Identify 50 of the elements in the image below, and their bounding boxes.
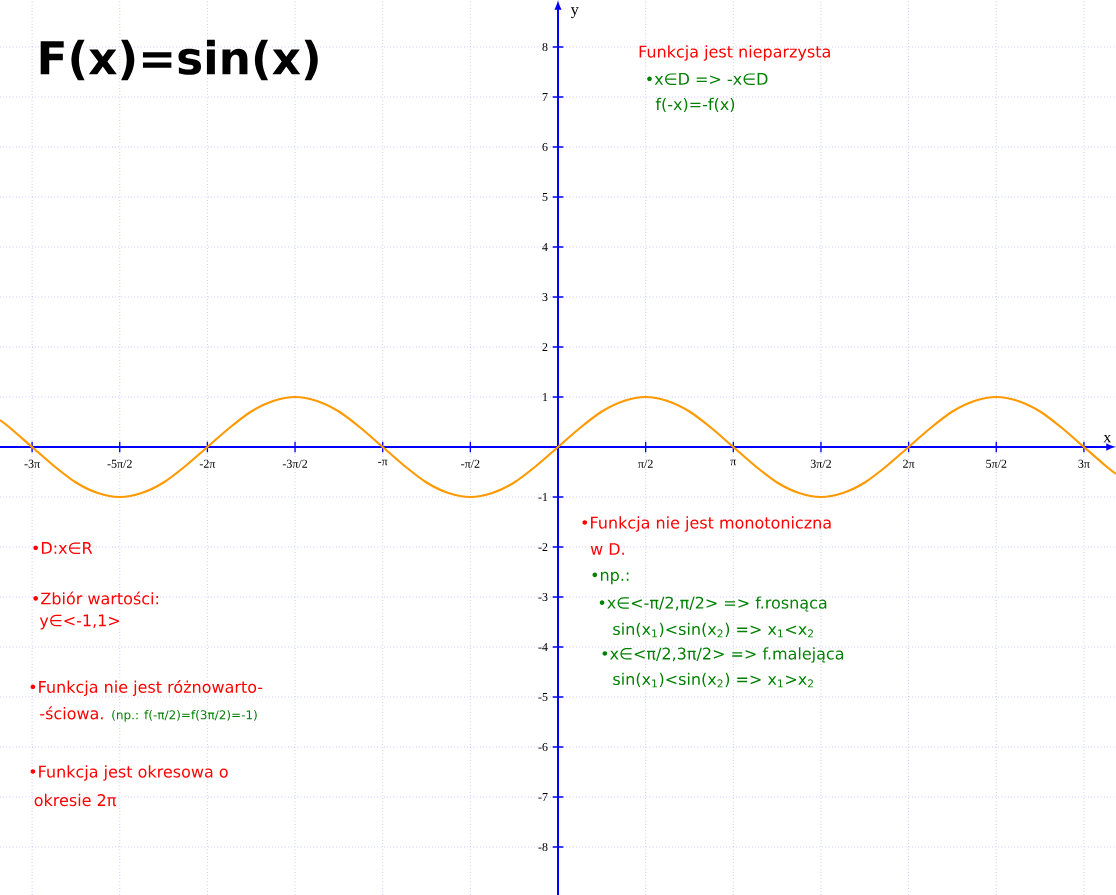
y-tick-label: -1 — [538, 493, 548, 501]
annotation: w D. — [590, 543, 624, 555]
annotation: •x∈<-π/2,π/2> => f.rosnąca — [599, 596, 827, 612]
y-tick-label: -7 — [538, 793, 548, 801]
annotation: •D:x∈R — [33, 542, 93, 554]
annotation: •Funkcja nie jest monotoniczna — [582, 516, 831, 532]
x-axis-title: x — [1103, 434, 1112, 443]
y-tick-label: 5 — [542, 193, 548, 201]
annotation: •Funkcja nie jest różnowarto- — [30, 679, 263, 697]
y-tick-label: 7 — [542, 93, 548, 101]
x-tick-label: -π — [378, 459, 388, 466]
y-tick-label: -8 — [538, 842, 548, 852]
y-tick-label: -5 — [538, 693, 548, 701]
annotation: sin(x$_{1}$)<sin(x$_{2}$) => x$_{1}$>x$_{2}$ — [613, 672, 813, 688]
y-tick-label: -2 — [538, 543, 548, 551]
y-tick-label: -3 — [538, 592, 548, 602]
annotation: Funkcja jest nieparzysta — [639, 45, 830, 61]
annotation: •Zbiór wartości: — [33, 591, 159, 605]
y-tick-label: 8 — [542, 42, 548, 52]
y-axis-title: y — [570, 7, 579, 19]
x-tick-label: -5π/2 — [107, 459, 132, 468]
x-tick-label: π — [730, 459, 737, 466]
y-tick-label: 4 — [542, 243, 548, 251]
x-tick-label: 5π/2 — [986, 459, 1007, 468]
annotation: •x∈<π/2,3π/2> => f.malejąca — [602, 647, 844, 663]
y-tick-label: 1 — [543, 393, 548, 401]
annotation: sin(x$_{1}$)<sin(x$_{2}$) => x$_{1}$<x$_{2}$ — [613, 622, 813, 638]
text: F(x)=sin(x) — [40, 39, 318, 81]
x-tick-label: -3π — [24, 459, 40, 468]
annotation: y∈<-1,1> — [39, 614, 120, 630]
x-tick-label: -π/2 — [461, 459, 480, 468]
annotation: (np.: f(-π/2)=f(3π/2)=-1) — [112, 710, 257, 722]
annotation: f(-x)=-f(x) — [655, 97, 735, 113]
line-series — [0, 395, 1116, 499]
x-tick-label: 3π/2 — [810, 459, 831, 468]
annotation: •x∈D => -x∈D — [647, 73, 768, 85]
y-tick-label: 6 — [542, 142, 548, 152]
annotation: •Funkcja jest okresowa o — [30, 765, 228, 781]
x-tick-label: π/2 — [638, 459, 653, 468]
y-tick-label: -6 — [538, 742, 548, 752]
x-tick-label: -2π — [199, 459, 216, 468]
x-tick-label: -3π/2 — [282, 459, 308, 468]
y-tick-label: 3 — [542, 292, 548, 302]
y-tick-label: 2 — [542, 343, 548, 351]
y-tick-label: -4 — [538, 643, 548, 651]
x-tick-label: 3π — [1078, 459, 1090, 468]
annotation: okresie 2π — [34, 793, 116, 807]
x-tick-label: 2π — [903, 459, 915, 468]
annotation: •np.: — [592, 571, 629, 585]
annotation: -ściowa. — [40, 706, 103, 720]
